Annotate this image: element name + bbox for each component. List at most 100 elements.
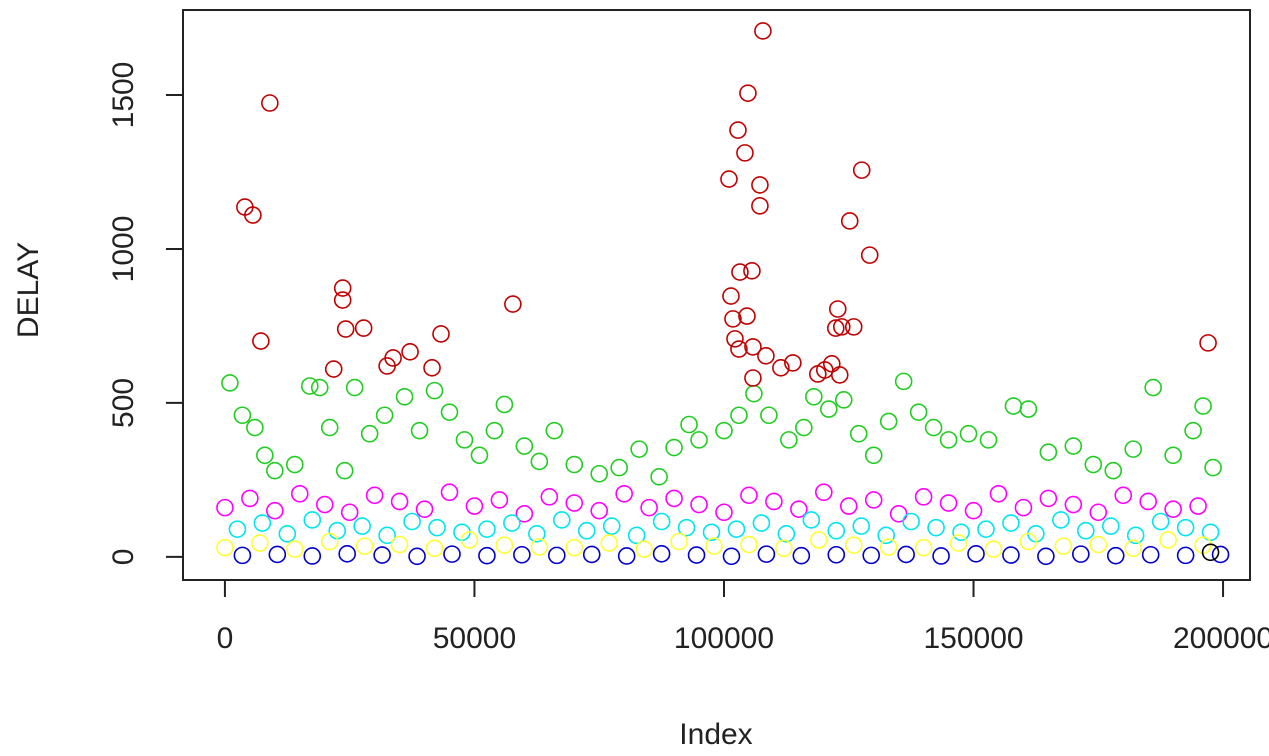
point (914, 538, 933, 557)
point (1064, 495, 1083, 514)
point (715, 421, 733, 440)
point (754, 22, 772, 40)
point (345, 378, 364, 397)
point (775, 539, 793, 558)
x-tick-label: 100000 (674, 622, 774, 655)
point (285, 540, 304, 559)
point (384, 349, 402, 367)
point (425, 539, 444, 558)
point (744, 338, 762, 356)
point (1194, 397, 1212, 415)
point (336, 320, 355, 338)
point (897, 545, 915, 564)
point (1104, 461, 1123, 480)
point (743, 262, 761, 280)
point (285, 455, 304, 474)
point (760, 406, 778, 425)
point (652, 545, 671, 563)
point (690, 495, 708, 514)
point (1201, 523, 1220, 542)
point (590, 464, 609, 483)
point (425, 381, 444, 400)
point (545, 421, 564, 440)
point (826, 319, 845, 337)
point (485, 421, 504, 440)
point (1077, 521, 1095, 540)
x-tick-label: 0 (217, 622, 234, 655)
point (1124, 440, 1143, 458)
point (1139, 492, 1157, 511)
point (1014, 498, 1033, 517)
point (354, 319, 373, 337)
point (757, 545, 776, 563)
point (914, 488, 933, 506)
point (244, 206, 262, 224)
point (702, 523, 721, 542)
point (1089, 503, 1108, 522)
point (809, 365, 827, 383)
point (772, 359, 790, 377)
point (221, 374, 239, 392)
point (378, 526, 396, 545)
point (814, 483, 833, 502)
point (765, 492, 783, 511)
y-tick-label: 1500 (107, 62, 140, 129)
point (740, 535, 758, 554)
x-tick-label: 50000 (433, 622, 516, 655)
point (852, 161, 871, 179)
point (1164, 500, 1182, 518)
point (1141, 545, 1160, 564)
point (879, 538, 898, 556)
point (513, 545, 531, 564)
point (757, 347, 775, 365)
point (478, 520, 496, 538)
point (324, 360, 343, 378)
point (832, 318, 851, 336)
point (864, 491, 883, 509)
point (1019, 400, 1038, 418)
point (894, 372, 913, 391)
point (849, 424, 868, 443)
point (320, 532, 339, 551)
point (470, 446, 489, 465)
point (333, 279, 352, 297)
point (840, 212, 859, 230)
point (751, 176, 769, 194)
point (1176, 518, 1195, 537)
point (952, 523, 970, 542)
point (722, 547, 741, 566)
point (401, 343, 419, 361)
point (819, 400, 838, 418)
point (241, 489, 259, 508)
point (690, 431, 708, 449)
point (967, 545, 985, 563)
point (677, 518, 696, 537)
point (251, 534, 269, 552)
point (216, 498, 234, 517)
point (515, 437, 534, 455)
point (738, 307, 756, 325)
point (617, 547, 636, 565)
point (300, 377, 319, 395)
point (504, 295, 522, 313)
point (1054, 537, 1073, 555)
point (333, 291, 352, 309)
point (1176, 546, 1195, 565)
point (744, 369, 762, 387)
point (1199, 334, 1217, 352)
point (600, 534, 619, 552)
point (1002, 514, 1020, 532)
point (590, 501, 609, 520)
point (335, 461, 354, 480)
point (627, 526, 646, 545)
point (730, 340, 748, 358)
point (233, 406, 252, 425)
point (328, 521, 347, 540)
point (1039, 489, 1058, 508)
marks (216, 22, 1230, 566)
point (650, 468, 668, 486)
point (1002, 546, 1020, 564)
point (303, 547, 322, 565)
point (423, 359, 441, 377)
point (528, 525, 546, 543)
